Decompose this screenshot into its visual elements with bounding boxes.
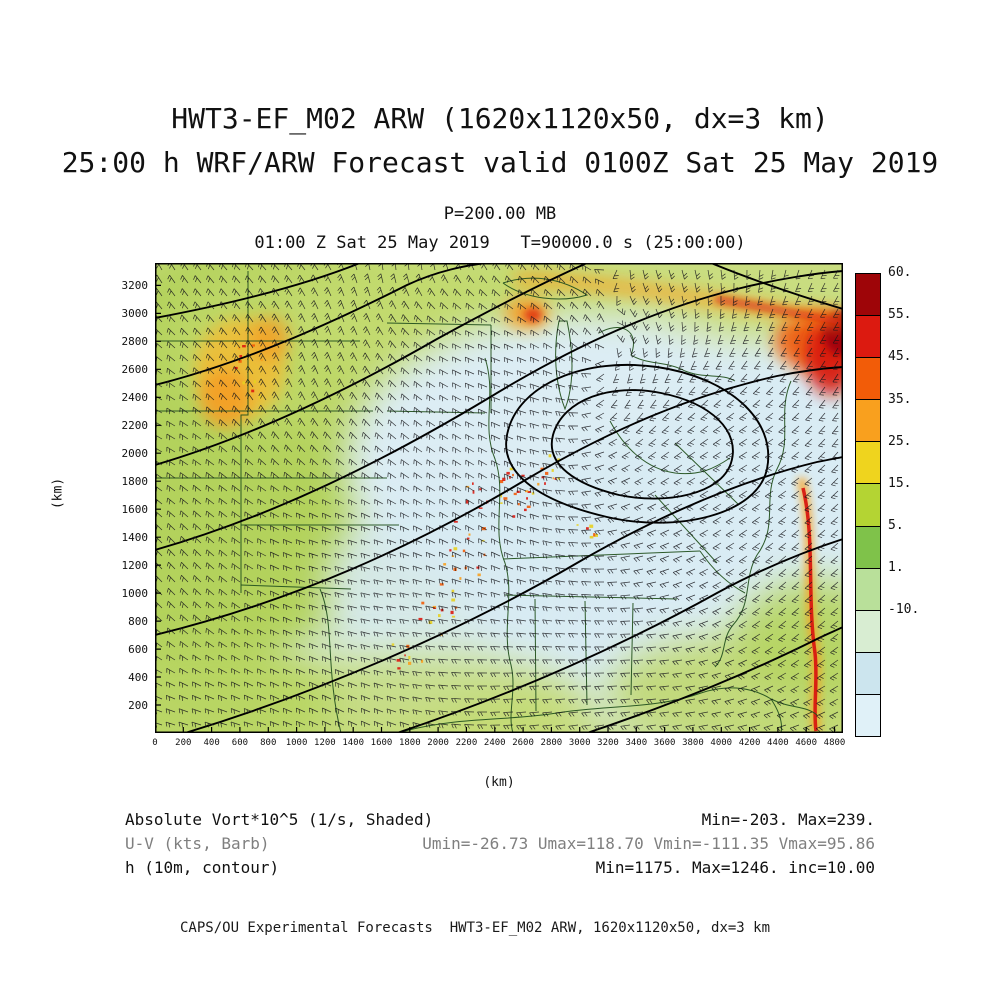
y-tick-label: 2400: [121, 391, 149, 405]
x-tick-label: 2000: [427, 738, 449, 748]
contour-field-label: h (10m, contour): [125, 858, 280, 877]
credit-line: CAPS/OU Experimental Forecasts HWT3-EF_M…: [180, 920, 771, 936]
colorbar-label: 1.: [888, 560, 904, 576]
x-tick-label: 2400: [483, 738, 506, 748]
colorbar-label: 45.: [888, 349, 912, 365]
y-tick-label: 2200: [121, 419, 149, 433]
colorbar-label: 25.: [888, 433, 912, 449]
x-tick-label: 3200: [597, 738, 619, 748]
x-tick-label: 2600: [512, 738, 534, 748]
colorbar-label: 55.: [888, 307, 912, 323]
valid-time-label: 01:00 Z Sat 25 May 2019 T=90000.0 s (25:…: [254, 233, 746, 253]
x-tick-label: 1000: [285, 738, 308, 748]
colorbar-segment: [856, 526, 880, 569]
x-tick-label: 4800: [823, 738, 846, 748]
y-tick-label: 3200: [121, 279, 149, 293]
x-tick-label: 600: [231, 738, 249, 748]
colorbar-segment: [856, 358, 880, 401]
wind-field-label: U-V (kts, Barb): [125, 834, 270, 853]
model-title: HWT3-EF_M02 ARW (1620x1120x50, dx=3 km): [171, 102, 829, 135]
colorbar-segment: [856, 400, 880, 443]
colorbar: [855, 273, 881, 737]
x-tick-label: 3800: [682, 738, 704, 748]
x-tick-label: 3400: [625, 738, 648, 748]
legend-row-shaded: Absolute Vort*10^5 (1/s, Shaded) Min=-20…: [0, 810, 1000, 832]
x-tick-label: 1400: [342, 738, 365, 748]
x-tick-label: 0: [152, 738, 158, 748]
x-tick-label: 1600: [370, 738, 393, 748]
vorticity-wind-height-map: [155, 263, 843, 733]
y-tick-label: 3000: [121, 307, 149, 321]
x-tick-label: 2800: [540, 738, 563, 748]
y-tick-label: 1600: [121, 503, 149, 517]
contour-field-stats: Min=1175. Max=1246. inc=10.00: [595, 858, 875, 877]
y-axis-unit-label: (km): [50, 477, 66, 510]
y-tick-label: 2800: [121, 335, 149, 349]
x-tick-label: 4600: [795, 738, 818, 748]
x-tick-label: 4000: [710, 738, 733, 748]
colorbar-segment: [856, 316, 880, 359]
colorbar-segment: [856, 484, 880, 527]
y-tick-label: 1400: [121, 531, 149, 545]
colorbar-segment: [856, 442, 880, 485]
y-tick-label: 600: [128, 643, 148, 657]
shaded-field-label: Absolute Vort*10^5 (1/s, Shaded): [125, 810, 434, 829]
colorbar-segment: [856, 694, 880, 737]
y-tick-label: 1800: [121, 475, 149, 489]
colorbar-label: 35.: [888, 391, 912, 407]
y-tick-label: 1200: [121, 559, 149, 573]
y-tick-label: 400: [128, 671, 148, 685]
forecast-valid-title: 25:00 h WRF/ARW Forecast valid 0100Z Sat…: [61, 146, 939, 179]
y-tick-label: 800: [128, 615, 148, 629]
x-tick-label: 2200: [455, 738, 478, 748]
legend-row-wind: U-V (kts, Barb) Umin=-26.73 Umax=118.70 …: [0, 834, 1000, 856]
colorbar-label: 15.: [888, 475, 912, 491]
colorbar-label: 5.: [888, 518, 904, 534]
x-tick-label: 1800: [398, 738, 421, 748]
x-tick-label: 3000: [568, 738, 591, 748]
y-tick-label: 200: [128, 699, 148, 713]
x-tick-label: 400: [203, 738, 220, 748]
colorbar-label: -10.: [888, 602, 920, 618]
x-tick-label: 3600: [653, 738, 676, 748]
x-tick-label: 200: [175, 738, 192, 748]
legend-row-contour: h (10m, contour) Min=1175. Max=1246. inc…: [0, 858, 1000, 880]
x-tick-label: 800: [260, 738, 277, 748]
map-plot: [155, 263, 843, 733]
y-tick-label: 1000: [121, 587, 149, 601]
x-tick-label: 4200: [738, 738, 761, 748]
x-tick-label: 4400: [767, 738, 789, 748]
shaded-field-stats: Min=-203. Max=239.: [701, 810, 875, 829]
colorbar-segment: [856, 568, 880, 611]
y-tick-label: 2000: [121, 447, 149, 461]
x-tick-label: 1200: [314, 738, 336, 748]
x-axis-unit-label: (km): [483, 775, 515, 790]
colorbar-segment: [856, 652, 880, 695]
wind-field-stats: Umin=-26.73 Umax=118.70 Vmin=-111.35 Vma…: [422, 834, 875, 853]
y-tick-label: 2600: [121, 363, 149, 377]
colorbar-segment: [856, 274, 880, 317]
colorbar-segment: [856, 610, 880, 653]
colorbar-label: 60.: [888, 265, 912, 280]
pressure-level-label: P=200.00 MB: [443, 204, 557, 224]
